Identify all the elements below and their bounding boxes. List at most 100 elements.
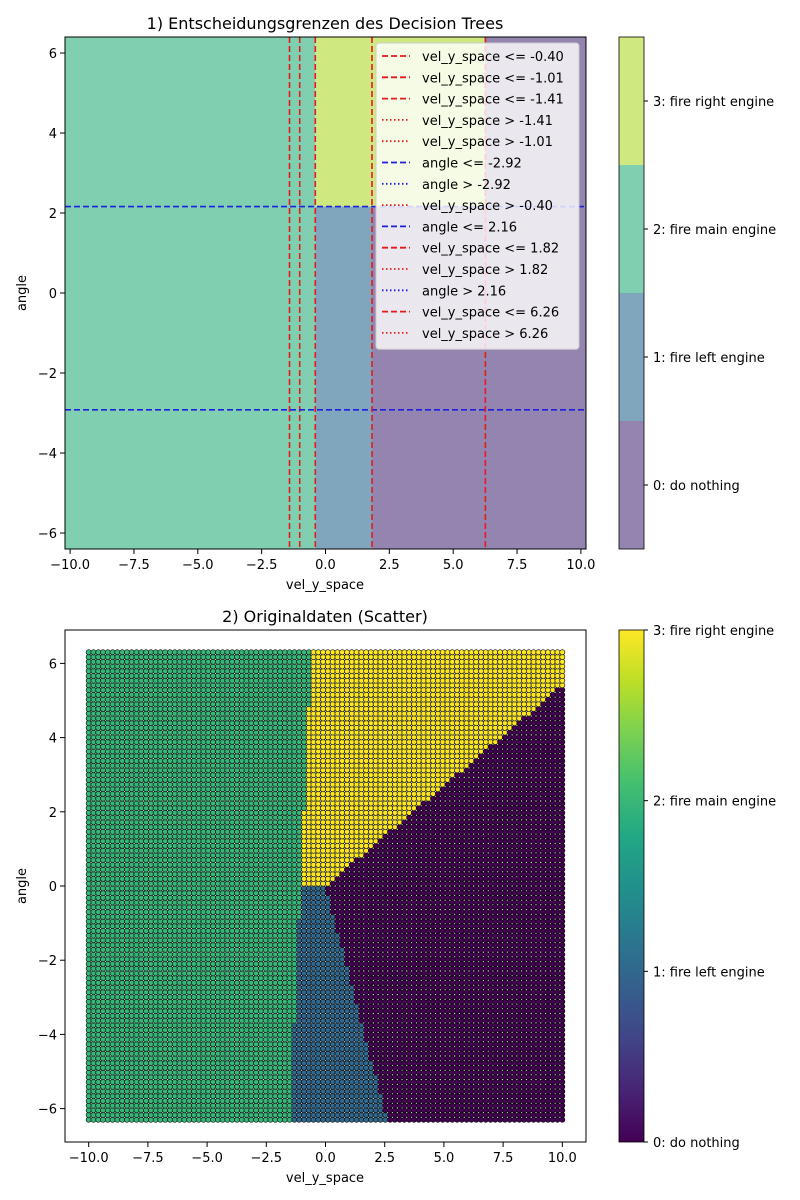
scatter-point xyxy=(195,928,202,934)
scatter-point xyxy=(248,1036,255,1043)
scatter-point xyxy=(281,928,288,934)
scatter-point xyxy=(549,994,556,1000)
scatter-point xyxy=(530,1036,537,1043)
scatter-point xyxy=(205,951,212,958)
scatter-point xyxy=(358,1079,365,1085)
scatter-point xyxy=(458,951,465,958)
scatter-point xyxy=(104,970,111,977)
scatter-point xyxy=(315,928,322,934)
scatter-point xyxy=(181,970,188,977)
scatter-point xyxy=(554,1098,561,1104)
scatter-point xyxy=(367,1013,374,1019)
scatter-point xyxy=(329,1013,336,1019)
scatter-point xyxy=(104,928,111,934)
scatter-point xyxy=(415,928,422,934)
scatter-point xyxy=(114,1079,121,1085)
scatter-point xyxy=(497,951,503,958)
chart1-y-axis-label: angle xyxy=(15,275,30,311)
scatter-point xyxy=(238,909,245,915)
scatter-point xyxy=(176,1036,183,1043)
scatter-point xyxy=(387,928,393,934)
scatter-point xyxy=(506,951,513,958)
scatter-point xyxy=(324,1098,331,1104)
scatter-point xyxy=(468,1055,475,1062)
scatter-point xyxy=(104,909,111,915)
scatter-point xyxy=(248,1079,255,1085)
scatter-point xyxy=(234,909,240,915)
scatter-point xyxy=(262,1055,269,1062)
scatter-point xyxy=(525,1079,532,1085)
scatter-point xyxy=(310,928,317,934)
scatter-point xyxy=(382,1098,389,1104)
scatter-point xyxy=(147,1079,154,1085)
scatter-point xyxy=(344,1079,350,1085)
scatter-point xyxy=(200,970,207,977)
scatter-point xyxy=(411,1079,417,1085)
scatter-point xyxy=(358,909,365,915)
scatter-point xyxy=(372,1013,379,1019)
scatter-point xyxy=(281,909,288,915)
scatter-point xyxy=(367,970,374,977)
scatter-point xyxy=(257,994,264,1000)
scatter-point xyxy=(257,1098,264,1104)
scatter-point xyxy=(420,928,427,934)
scatter-point xyxy=(401,928,408,934)
scatter-point xyxy=(540,970,547,977)
scatter-point xyxy=(162,1055,169,1062)
scatter-point xyxy=(511,909,518,915)
y-tick-label: 6 xyxy=(49,47,57,62)
scatter-point xyxy=(339,928,346,934)
scatter-point xyxy=(176,909,183,915)
scatter-point xyxy=(90,1055,97,1062)
scatter-point xyxy=(147,909,154,915)
scatter-point xyxy=(100,994,106,1000)
scatter-point xyxy=(162,994,169,1000)
scatter-point xyxy=(291,994,298,1000)
scatter-point xyxy=(540,1098,547,1104)
scatter-point xyxy=(525,1098,532,1104)
scatter-point xyxy=(358,951,365,958)
scatter-point xyxy=(200,994,207,1000)
scatter-point xyxy=(128,1013,135,1019)
scatter-point xyxy=(195,909,202,915)
scatter-point xyxy=(320,1036,326,1043)
scatter-point xyxy=(411,928,417,934)
scatter-point xyxy=(281,994,288,1000)
scatter-point xyxy=(482,1098,489,1104)
scatter-point xyxy=(439,994,446,1000)
scatter-point xyxy=(195,1055,202,1062)
scatter-point xyxy=(501,1055,508,1062)
scatter-point xyxy=(267,928,274,934)
scatter-point xyxy=(501,1036,508,1043)
scatter-point xyxy=(171,1098,178,1104)
scatter-point xyxy=(291,1079,298,1085)
scatter-point xyxy=(296,951,303,958)
scatter-point xyxy=(167,1098,173,1104)
scatter-point xyxy=(473,1036,480,1043)
scatter-point xyxy=(458,1013,465,1019)
scatter-point xyxy=(167,1036,173,1043)
scatter-point xyxy=(473,909,480,915)
scatter-point xyxy=(272,1079,279,1085)
scatter-point xyxy=(506,1098,513,1104)
scatter-point xyxy=(320,994,326,1000)
scatter-point xyxy=(162,1013,169,1019)
scatter-point xyxy=(133,909,140,915)
scatter-point xyxy=(109,951,116,958)
legend-entry: vel_y_space > 6.26 xyxy=(422,327,548,342)
scatter-point xyxy=(210,1079,216,1085)
scatter-point xyxy=(157,1098,164,1104)
scatter-point xyxy=(554,928,561,934)
scatter-point xyxy=(377,928,384,934)
scatter-point xyxy=(133,1036,140,1043)
scatter-point xyxy=(138,909,145,915)
scatter-point xyxy=(176,928,183,934)
scatter-point xyxy=(267,951,274,958)
scatter-point xyxy=(100,1036,106,1043)
scatter-point xyxy=(296,1079,303,1085)
scatter-point xyxy=(458,928,465,934)
scatter-point xyxy=(104,1036,111,1043)
scatter-point xyxy=(291,1013,298,1019)
scatter-point xyxy=(281,1079,288,1085)
scatter-point xyxy=(147,951,154,958)
